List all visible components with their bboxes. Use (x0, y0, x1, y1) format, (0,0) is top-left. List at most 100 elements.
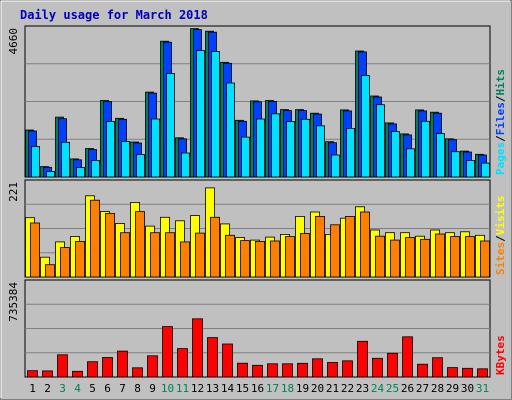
day-label-14: 14 (221, 382, 235, 395)
panel-legend: KBytes (494, 335, 507, 375)
bar-kbytes-day-4 (72, 370, 83, 378)
bar-sites-day-10 (165, 232, 175, 278)
bar-sites-day-11 (180, 241, 190, 278)
bar-pages-day-23 (361, 75, 370, 178)
bar-kbytes-day-8 (132, 367, 143, 378)
bar-sites-day-20 (315, 215, 325, 278)
bar-pages-day-10 (166, 73, 175, 178)
bar-sites-day-2 (45, 264, 55, 278)
bar-kbytes-day-17 (267, 363, 278, 378)
bar-sites-day-8 (135, 211, 145, 278)
bar-pages-day-13 (211, 51, 220, 178)
legend-entry: Pages (494, 142, 507, 175)
bar-kbytes-day-31 (477, 368, 488, 378)
bar-kbytes-day-16 (252, 364, 263, 378)
bar-kbytes-day-11 (177, 348, 188, 378)
bar-pages-day-4 (76, 167, 85, 178)
bar-sites-day-29 (450, 236, 460, 278)
bar-kbytes-day-25 (387, 352, 398, 378)
legend-entry: / (494, 235, 507, 242)
bar-sites-day-9 (150, 232, 160, 278)
bar-pages-day-20 (316, 125, 325, 178)
bar-kbytes-day-10 (162, 326, 173, 378)
day-label-12: 12 (191, 382, 204, 395)
bar-sites-day-19 (300, 233, 310, 278)
day-label-15: 15 (236, 382, 249, 395)
bar-kbytes-day-27 (417, 363, 428, 378)
bar-sites-day-30 (465, 236, 475, 278)
bar-kbytes-day-19 (297, 362, 308, 378)
bar-kbytes-day-1 (27, 370, 38, 378)
bar-kbytes-day-6 (102, 357, 113, 378)
bar-kbytes-day-29 (447, 367, 458, 378)
bar-kbytes-day-12 (192, 318, 203, 378)
bar-sites-day-31 (480, 240, 490, 278)
day-label-13: 13 (206, 382, 219, 395)
bar-pages-day-30 (466, 160, 475, 178)
day-label-1: 1 (29, 382, 36, 395)
bar-pages-day-14 (226, 82, 235, 178)
day-label-16: 16 (251, 382, 264, 395)
bar-kbytes-day-14 (222, 343, 233, 378)
bar-sites-day-15 (240, 240, 250, 278)
bar-sites-day-4 (75, 240, 85, 278)
bar-sites-day-27 (420, 238, 430, 278)
bar-pages-day-9 (151, 118, 160, 178)
day-label-17: 17 (266, 382, 279, 395)
bar-sites-day-13 (210, 216, 220, 278)
bar-pages-day-26 (406, 148, 415, 178)
bar-pages-day-5 (91, 160, 100, 178)
legend-entry: Hits (494, 69, 507, 96)
day-label-29: 29 (446, 382, 459, 395)
y-max-label: 4660 (7, 28, 20, 55)
bar-pages-day-6 (106, 121, 115, 178)
day-label-27: 27 (416, 382, 429, 395)
bar-sites-day-26 (405, 237, 415, 278)
bar-pages-day-19 (301, 118, 310, 178)
bar-kbytes-day-21 (327, 362, 338, 378)
bar-sites-day-28 (435, 233, 445, 278)
bar-kbytes-day-2 (42, 370, 53, 378)
bar-sites-day-17 (270, 240, 280, 278)
day-labels: 1 2 3 4 5 6 7 8 9 10 11 12 13 14 15 16 17 18 19 20 21 22 23 24 2… (29, 382, 489, 395)
bar-kbytes-day-23 (357, 340, 368, 378)
panel-hits-files-pages: 4660 Pages/Files/Hits (7, 25, 507, 178)
bar-sites-day-3 (60, 247, 70, 278)
day-label-31: 31 (476, 382, 489, 395)
day-label-28: 28 (431, 382, 444, 395)
bar-kbytes-day-9 (147, 355, 158, 378)
y-max-label: 735384 (7, 282, 20, 322)
bar-pages-day-11 (181, 152, 190, 178)
day-label-5: 5 (89, 382, 96, 395)
day-label-23: 23 (356, 382, 369, 395)
bar-pages-day-1 (31, 146, 40, 178)
bar-pages-day-31 (481, 162, 490, 178)
bar-pages-day-24 (376, 104, 385, 178)
bar-pages-day-22 (346, 127, 355, 178)
bar-pages-day-7 (121, 140, 130, 178)
day-label-19: 19 (296, 382, 309, 395)
bar-sites-day-5 (90, 199, 100, 278)
bar-sites-day-23 (360, 211, 370, 278)
bar-pages-day-28 (436, 133, 445, 178)
panel-visits-sites: 221 Sites/Visits (7, 179, 507, 278)
day-label-2: 2 (44, 382, 51, 395)
bar-kbytes-day-5 (87, 361, 98, 378)
bar-sites-day-24 (375, 235, 385, 278)
bar-kbytes-day-26 (402, 336, 413, 378)
bar-pages-day-25 (391, 131, 400, 178)
bar-pages-day-16 (256, 118, 265, 178)
bar-kbytes-day-20 (312, 358, 323, 378)
day-label-3: 3 (59, 382, 66, 395)
bar-pages-day-3 (61, 141, 70, 178)
bar-sites-day-12 (195, 232, 205, 278)
bar-pages-day-27 (421, 120, 430, 178)
bar-kbytes-day-3 (57, 354, 68, 378)
bar-sites-day-21 (330, 224, 340, 278)
panel-legend: Pages/Files/Hits (494, 69, 507, 175)
day-label-21: 21 (326, 382, 339, 395)
bar-pages-day-15 (241, 136, 250, 178)
legend-entry: Sites (494, 242, 507, 275)
